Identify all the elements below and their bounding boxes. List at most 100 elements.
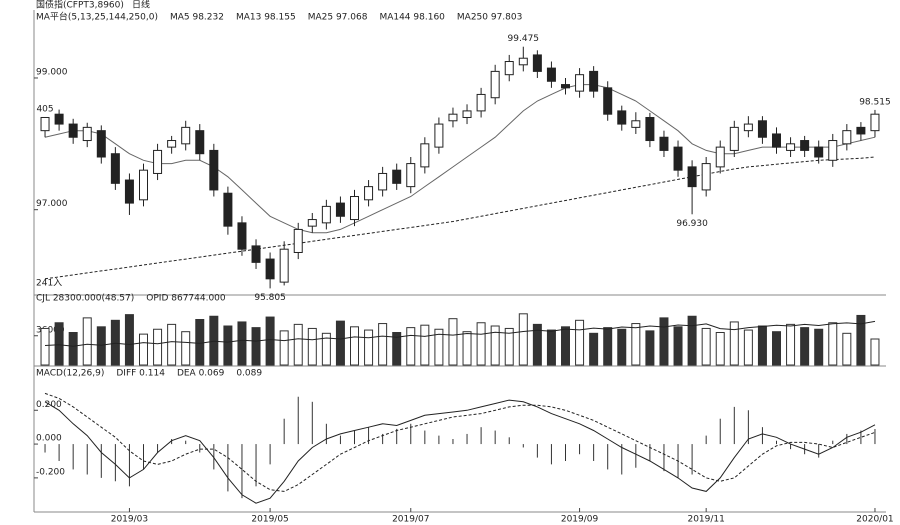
volume-bar (265, 316, 275, 366)
candle-body (561, 84, 570, 89)
volume-bar (68, 332, 78, 366)
volume-bar (617, 328, 627, 366)
candle-body (110, 153, 120, 184)
candle-body (307, 219, 317, 227)
candle-body (800, 140, 810, 151)
candle-body (701, 163, 711, 191)
y-tick-label: 0.000 (36, 434, 62, 444)
y-tick-label: 99.000 (36, 67, 68, 77)
candle-body (293, 228, 303, 253)
volume-bar (40, 327, 50, 366)
legend-entry: MA13 98.155 (236, 13, 296, 23)
high-label: 98.515 (859, 97, 891, 107)
candle-body (504, 61, 514, 76)
candle-body (589, 70, 599, 92)
volume-bar (364, 329, 374, 366)
candle-body (335, 202, 345, 217)
volume-bar (124, 314, 134, 366)
volume-bar (462, 331, 472, 366)
candle-body (729, 126, 739, 151)
volume-bar (448, 318, 458, 366)
volume-bar (518, 313, 528, 366)
volume-bar (96, 326, 106, 366)
legend-entry: OPID 867744.000 (146, 294, 226, 304)
candle-body (532, 54, 542, 72)
volume-bar (743, 329, 753, 366)
candle-body (546, 67, 556, 82)
volume-bar (870, 338, 880, 366)
period[interactable]: 日线 (132, 0, 150, 11)
window-title: 国债指(CFPT3,8960) (36, 0, 124, 11)
volume-bar (504, 327, 514, 366)
legend-entry: CJL 28300.000(48.57) (36, 294, 134, 304)
candle-body (448, 113, 458, 122)
volume-bar (828, 322, 838, 366)
volume-bar (561, 326, 570, 366)
volume-bar (814, 328, 824, 366)
volume-bar (195, 319, 205, 366)
moving-average (44, 156, 876, 280)
candle-body (842, 130, 852, 145)
candle-body (406, 163, 416, 188)
volume-bar (532, 323, 542, 366)
candle-body (715, 146, 725, 168)
volume-bar (406, 327, 416, 366)
legend-entry: MA5 98.232 (170, 13, 224, 23)
candle-body (321, 205, 331, 224)
volume-bar (687, 315, 697, 366)
candle-body (434, 123, 444, 148)
legend-entry: MA144 98.160 (379, 13, 445, 23)
volume-bar (139, 333, 148, 366)
candle-body (631, 120, 641, 128)
candle-body (251, 245, 261, 263)
candle-body (687, 166, 697, 188)
candle-body (195, 130, 205, 155)
candle-body (757, 120, 767, 138)
candle-body (279, 248, 289, 283)
candle-body (223, 192, 233, 227)
volume-bar (279, 330, 289, 366)
volume-bar (772, 331, 781, 366)
candle-body (476, 93, 486, 112)
volume-bar (378, 323, 388, 366)
volume-bar (729, 321, 739, 366)
volume-bar (167, 323, 177, 366)
volume-bar (701, 327, 711, 366)
candle-body (673, 146, 683, 171)
volume-bar (251, 327, 261, 366)
candle-body (659, 136, 669, 151)
volume-bar (800, 327, 810, 366)
candle-body (462, 110, 472, 118)
volume-bar (842, 332, 852, 366)
y-tick-label: 97.000 (36, 199, 68, 209)
candle-body (96, 130, 106, 158)
y-tick-label: 36000 (36, 325, 65, 335)
volume-bar (575, 319, 585, 366)
volume-bar (786, 323, 796, 366)
volume-bar (856, 314, 866, 366)
candle-body (603, 87, 613, 115)
volume-bar (54, 322, 64, 366)
high-label: 99.475 (508, 34, 540, 44)
volume-bar (350, 326, 359, 366)
macd-line (44, 392, 876, 492)
volume-bar (603, 327, 613, 366)
volume-bar (335, 320, 345, 366)
volume-bar (153, 328, 163, 366)
volume-bar (659, 317, 669, 366)
moving-average (44, 84, 876, 234)
legend-entry: DIFF 0.114 (116, 369, 165, 379)
candle-body (575, 74, 585, 92)
candle-body (139, 169, 148, 201)
x-tick-label: 2019/11 (687, 515, 724, 525)
y-tick-label: -0.200 (36, 467, 65, 477)
volume-bar (321, 332, 331, 366)
volume-bar (307, 327, 317, 366)
volume-bar (82, 317, 92, 366)
volume-bar (223, 325, 233, 366)
candle-body (364, 186, 374, 201)
candle-body (153, 149, 163, 174)
x-tick-label: 2019/05 (251, 515, 288, 525)
